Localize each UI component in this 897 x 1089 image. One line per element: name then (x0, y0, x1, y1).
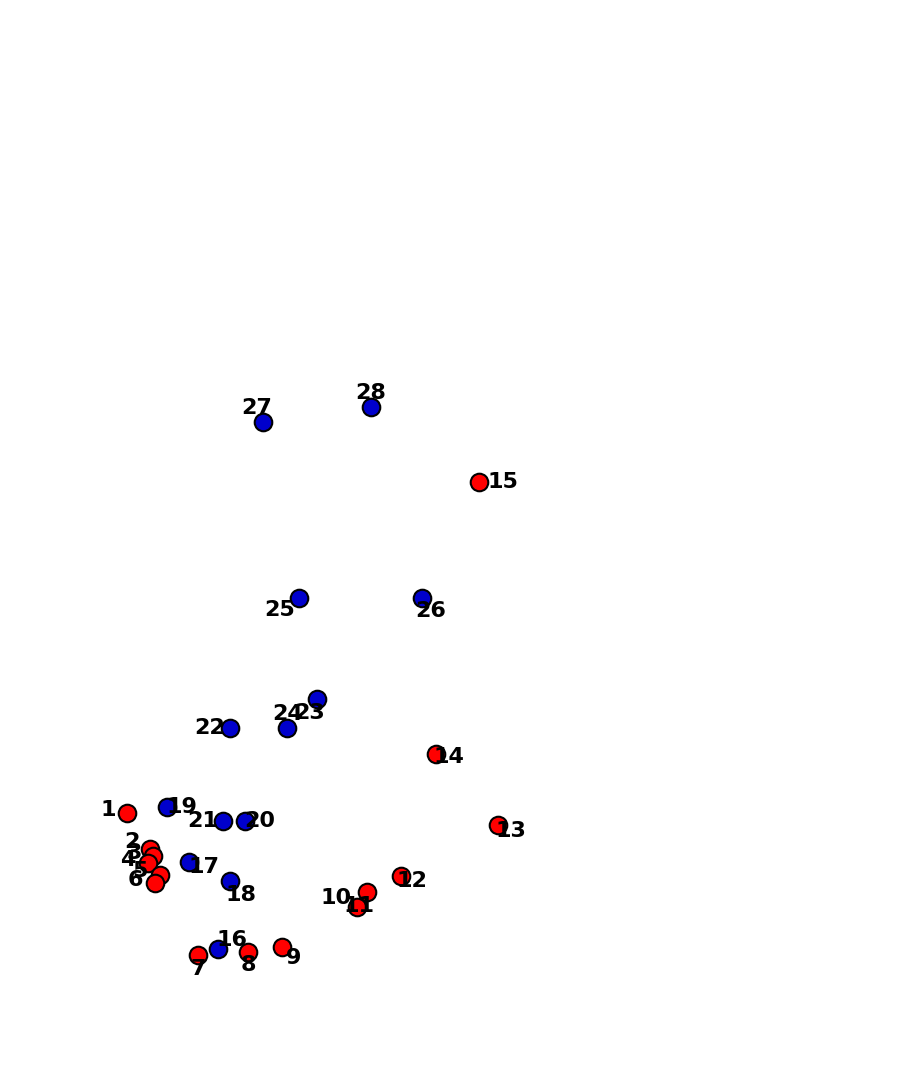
Text: 9: 9 (286, 949, 301, 968)
Point (274, 939, 289, 956)
Text: 8: 8 (240, 955, 256, 976)
Point (119, 804, 134, 821)
Text: 19: 19 (166, 796, 197, 817)
Text: 6: 6 (127, 870, 143, 891)
Text: 5: 5 (133, 861, 148, 881)
Text: 25: 25 (264, 600, 295, 620)
Point (182, 854, 196, 871)
Point (222, 720, 237, 737)
Text: 16: 16 (217, 930, 248, 950)
Point (429, 745, 443, 762)
Text: 3: 3 (126, 843, 143, 862)
Point (472, 474, 486, 491)
Point (292, 590, 307, 608)
Point (363, 399, 378, 416)
Text: 20: 20 (245, 811, 275, 831)
Text: 11: 11 (344, 896, 375, 916)
Point (148, 874, 162, 892)
Text: 17: 17 (188, 857, 220, 877)
Text: 28: 28 (355, 383, 387, 403)
Point (360, 883, 374, 901)
Point (309, 690, 324, 708)
Text: 14: 14 (434, 747, 465, 767)
Text: 15: 15 (487, 473, 518, 492)
Text: 1: 1 (100, 799, 117, 820)
Point (350, 898, 364, 916)
Text: 7: 7 (191, 959, 206, 979)
Point (141, 855, 155, 872)
Point (280, 720, 294, 737)
Point (160, 798, 174, 816)
Text: 13: 13 (495, 820, 527, 841)
Text: 4: 4 (120, 851, 135, 870)
Text: 23: 23 (294, 703, 325, 723)
Point (191, 946, 205, 964)
Text: 21: 21 (187, 811, 219, 831)
Point (145, 847, 160, 865)
Point (241, 943, 256, 960)
Text: 12: 12 (396, 871, 428, 891)
Text: 10: 10 (320, 888, 352, 908)
Text: 22: 22 (195, 719, 225, 738)
Point (414, 590, 429, 608)
Point (394, 867, 408, 884)
Text: 18: 18 (226, 885, 257, 905)
Point (239, 812, 253, 830)
Point (211, 940, 225, 957)
Point (143, 841, 157, 858)
Point (222, 872, 237, 890)
Text: 27: 27 (241, 399, 272, 418)
Text: 26: 26 (415, 601, 447, 621)
Text: 2: 2 (124, 832, 139, 852)
Point (491, 817, 505, 834)
Point (153, 866, 168, 883)
Point (256, 413, 270, 430)
Point (216, 812, 231, 830)
Text: 24: 24 (272, 705, 302, 724)
